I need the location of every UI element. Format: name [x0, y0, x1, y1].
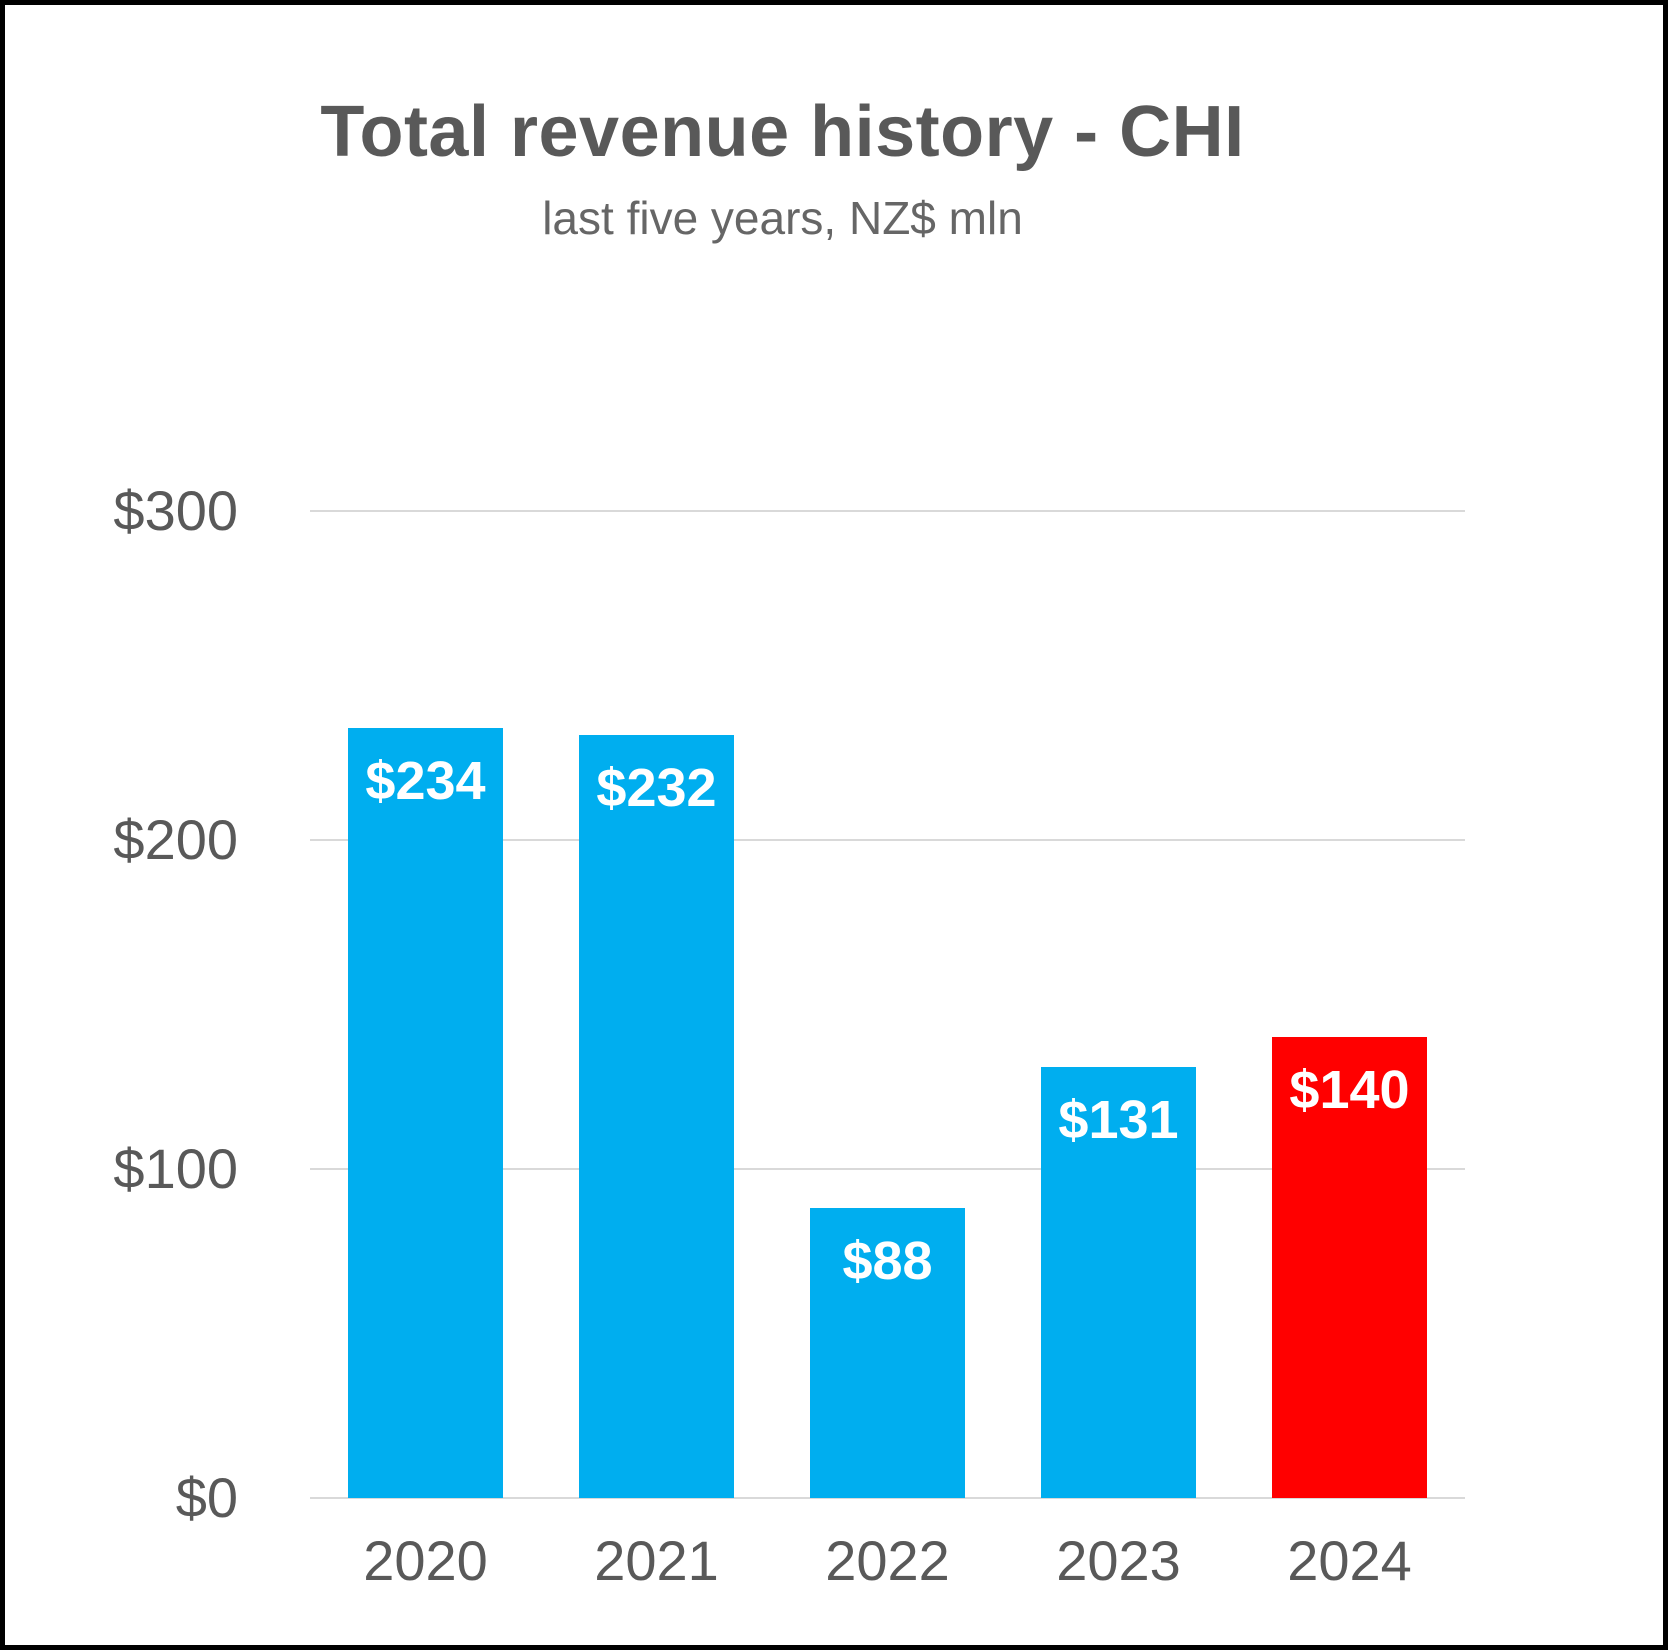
revenue-bar-chart: Total revenue history - CHI last five ye…: [100, 5, 1465, 1645]
bar-column-2024: $140: [1234, 511, 1465, 1498]
gridline-100: [310, 1168, 1465, 1170]
x-axis-label-2020: 2020: [363, 1529, 488, 1592]
y-axis-label-200: $200: [113, 808, 238, 871]
bar-2021: $232: [579, 734, 734, 1498]
bar-value-label-2022: $88: [842, 1231, 933, 1292]
x-axis-label-2024: 2024: [1287, 1529, 1412, 1592]
plot-area: $0 $100 $200 $300 $234 $232 $88 $131 $140: [113, 483, 1465, 1526]
bar-value-label-2020: $234: [365, 751, 486, 812]
bar-value-label-2023: $131: [1058, 1090, 1179, 1151]
bar-column-2020: $234: [310, 511, 541, 1498]
x-axis-label-2021: 2021: [594, 1529, 719, 1592]
gridline-200: [310, 839, 1465, 841]
bar-value-label-2021: $232: [596, 757, 717, 818]
gridline-300: [310, 510, 1465, 512]
y-axis-label-0: $0: [175, 1466, 238, 1529]
bar-2023: $131: [1041, 1067, 1196, 1498]
bar-column-2023: $131: [1003, 511, 1234, 1498]
bar-value-label-2024: $140: [1289, 1060, 1410, 1121]
gridline-0: [310, 1497, 1465, 1499]
chart-title: Total revenue history - CHI: [320, 92, 1245, 172]
y-axis-label-100: $100: [113, 1137, 238, 1200]
x-axis-label-2022: 2022: [825, 1529, 950, 1592]
chart-subtitle: last five years, NZ$ mln: [542, 192, 1023, 244]
y-axis-label-300: $300: [113, 479, 238, 542]
bar-2022: $88: [810, 1208, 965, 1498]
bar-column-2021: $232: [541, 511, 772, 1498]
bar-column-2022: $88: [772, 511, 1003, 1498]
bar-2024: $140: [1272, 1037, 1427, 1498]
x-axis-label-2023: 2023: [1056, 1529, 1181, 1592]
bar-2020: $234: [348, 728, 503, 1498]
